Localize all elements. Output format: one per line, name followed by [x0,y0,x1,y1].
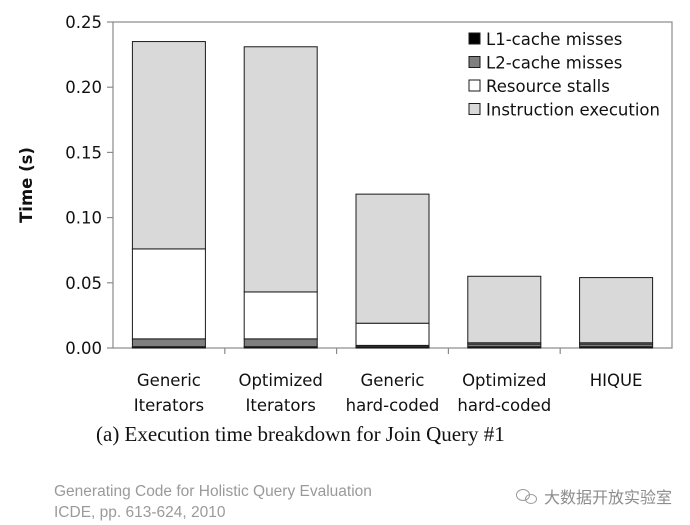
x-tick-label: Optimized [238,371,322,390]
legend-swatch [468,32,481,45]
watermark: 大数据开放实验室 [515,484,672,508]
source-venue: ICDE, pp. 613-624, 2010 [54,504,226,521]
legend-label: Resource stalls [486,77,610,96]
bar-segment [243,338,318,348]
bar-segment [579,277,654,344]
stacked-bar-chart: 0.00 0.05 0.10 0.15 0.20 0.25 Time (s) Generic I… [17,13,673,415]
x-tick-label: Iterators [246,396,316,415]
y-tick-label: 0.05 [65,274,102,293]
bar-segment [131,338,206,348]
y-tick-label: 0.10 [65,209,102,228]
x-tick-label: Optimized [462,371,546,390]
x-tick-label: Generic [361,371,425,390]
legend-label: L1-cache misses [486,30,622,49]
x-tick-label: Generic [137,371,201,390]
legend-label: L2-cache misses [486,54,622,73]
bar-segment [243,46,318,293]
y-tick-label: 0.20 [65,78,102,97]
wechat-icon [515,488,538,504]
y-tick-label: 0.00 [65,339,102,358]
x-tick-label: hard-coded [457,396,551,415]
bar-segment [131,248,206,340]
legend-swatch [468,103,481,115]
x-tick-label: hard-coded [346,396,440,415]
legend-swatch [468,79,481,92]
bar-segment [355,193,430,324]
bar-segment [467,275,542,344]
bar-segment [243,291,318,340]
plot-area: 0.00 0.05 0.10 0.15 0.20 0.25 Time (s) Generic I… [17,13,673,415]
x-tick-label: HIQUE [590,371,643,390]
bar-segment [355,322,430,346]
bar-segment [131,41,206,250]
y-axis-label: Time (s) [17,147,36,223]
legend-swatch [468,56,481,68]
source-title: Generating Code for Holistic Query Evalu… [54,483,372,500]
watermark-label: 大数据开放实验室 [543,488,672,507]
figure-caption: (a) Execution time breakdown for Join Qu… [96,422,505,446]
x-tick-label: Iterators [134,396,204,415]
y-tick-label: 0.25 [65,13,102,32]
legend-label: Instruction execution [486,101,660,120]
y-tick-label: 0.15 [65,143,102,162]
